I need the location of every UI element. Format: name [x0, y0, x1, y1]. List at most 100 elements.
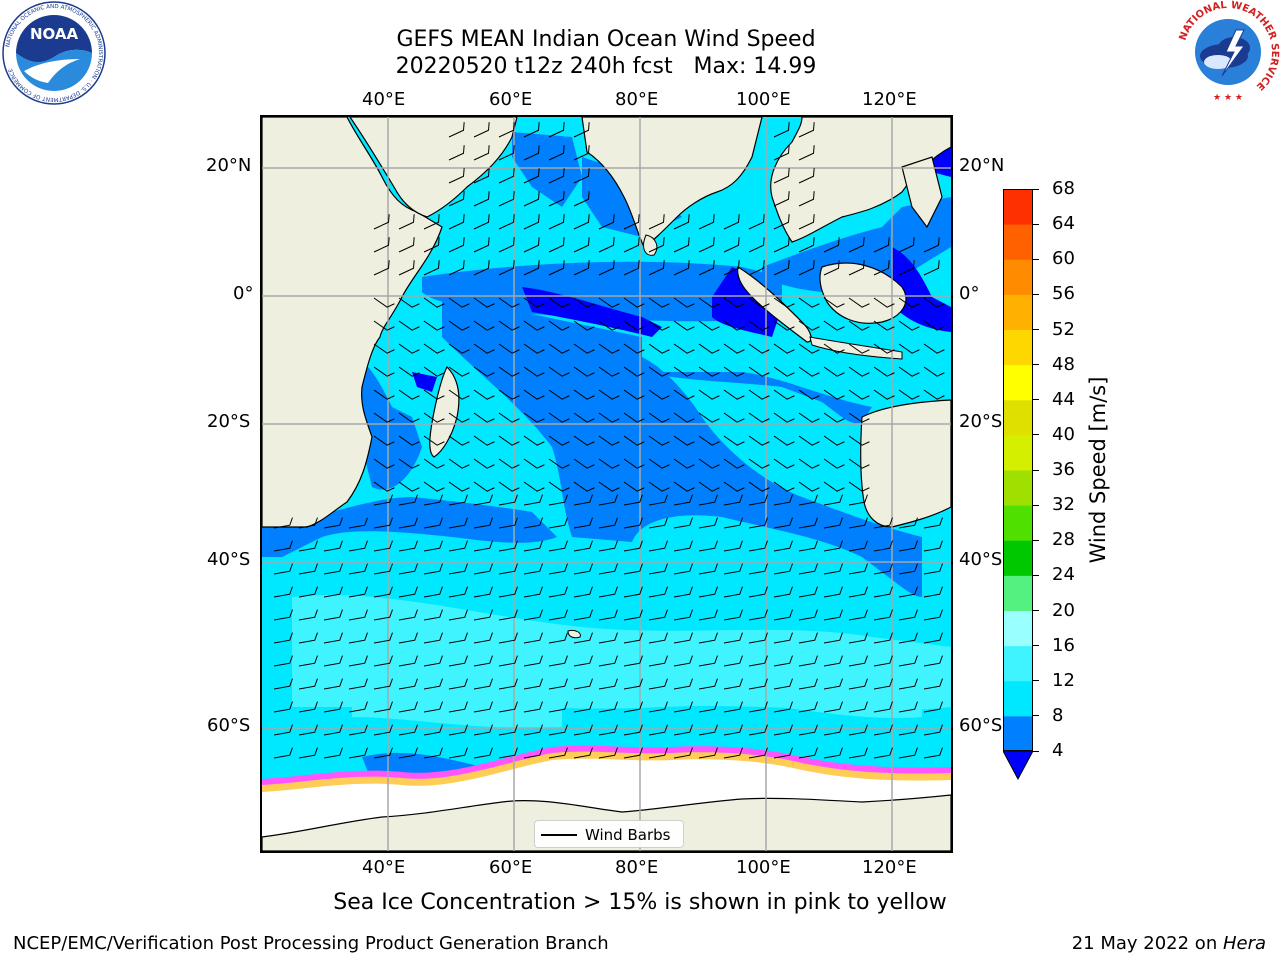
wind-barb: [473, 343, 495, 354]
wind-barb: [648, 540, 668, 552]
wind-barb: [273, 540, 293, 552]
colorbar-tick-mark: [1033, 680, 1039, 682]
wind-barb: [598, 366, 620, 377]
wind-barb: [823, 435, 845, 446]
wind-barb: [573, 481, 595, 492]
wind-barb: [923, 632, 943, 644]
wind-barb: [623, 563, 643, 575]
wind-barb: [498, 435, 520, 446]
wind-barb: [373, 609, 393, 621]
wind-barb: [448, 435, 470, 446]
wind-barb: [573, 343, 595, 354]
colorbar-extend-arrow: [1002, 750, 1034, 781]
wind-barb: [473, 214, 490, 230]
wind-barb: [548, 343, 570, 354]
wind-barb: [373, 494, 393, 506]
wind-barb: [748, 563, 768, 575]
wind-barb: [598, 747, 618, 759]
wind-barb: [573, 214, 590, 230]
wind-barb: [548, 237, 565, 253]
wind-barb: [573, 168, 590, 184]
wind-barb: [498, 145, 515, 161]
wind-barb: [323, 517, 343, 529]
wind-barb: [848, 343, 870, 354]
wind-barb: [523, 191, 540, 207]
wind-barb: [398, 260, 415, 276]
lon-label-top: 100°E: [736, 89, 791, 110]
wind-barb: [423, 655, 443, 667]
colorbar-swatch: [1003, 189, 1033, 225]
wind-barb: [873, 747, 893, 759]
wind-barb: [673, 214, 690, 230]
wind-barb: [798, 563, 818, 575]
wind-barb: [498, 747, 518, 759]
wind-barb: [623, 435, 645, 446]
wind-barb: [773, 678, 793, 690]
wind-barb: [523, 237, 540, 253]
lon-label-bottom: 100°E: [736, 857, 791, 878]
map-panel: Wind Barbs: [260, 115, 953, 853]
wind-barb: [698, 214, 715, 230]
wind-barb: [273, 655, 293, 667]
wind-barb: [823, 747, 843, 759]
wind-barb: [473, 366, 495, 377]
wind-barb: [923, 609, 943, 621]
wind-barb: [298, 609, 318, 621]
wind-barb: [373, 366, 395, 377]
wind-barb: [498, 494, 518, 506]
wind-barb: [523, 343, 545, 354]
colorbar-tick-mark: [1033, 610, 1039, 611]
wind-barb: [498, 678, 518, 690]
wind-barb: [773, 297, 795, 308]
wind-barb: [623, 320, 645, 331]
wind-barb: [623, 678, 643, 690]
colorbar-swatch: [1003, 259, 1033, 295]
wind-barb: [573, 366, 595, 377]
wind-barb: [898, 260, 915, 276]
wind-barb: [748, 260, 765, 276]
wind-barb: [873, 517, 893, 529]
wind-barb: [848, 297, 870, 308]
wind-barb: [598, 320, 620, 331]
wind-barb: [673, 632, 693, 644]
wind-barb: [823, 609, 843, 621]
wind-barb: [473, 191, 490, 207]
wind-barb: [398, 214, 415, 230]
wind-barb: [373, 260, 390, 276]
chart-subtitle: 20220520 t12z 240h fcst Max: 14.99: [395, 54, 817, 79]
wind-barb: [598, 701, 618, 713]
wind-barb: [498, 517, 518, 529]
wind-barb: [398, 481, 420, 492]
wind-barb: [623, 237, 640, 253]
wind-barb: [323, 586, 343, 598]
wind-barb: [648, 435, 670, 446]
wind-barb: [623, 586, 643, 598]
wind-barb: [723, 237, 740, 253]
wind-barb: [673, 724, 693, 736]
wind-barb: [823, 494, 843, 506]
wind-barb: [548, 389, 570, 400]
wind-barb: [923, 678, 943, 690]
wind-barb: [448, 747, 468, 759]
wind-barb: [698, 609, 718, 621]
wind-barb: [498, 481, 520, 492]
wind-barb: [723, 320, 745, 331]
colorbar-tick-label: 48: [1052, 353, 1075, 375]
wind-barb: [773, 412, 795, 423]
wind-barb: [698, 517, 718, 529]
colorbar-tick-mark: [1033, 574, 1039, 576]
wind-barb: [373, 586, 393, 598]
colorbar-tick-mark: [1033, 188, 1039, 190]
colorbar-swatches: [1002, 189, 1034, 781]
wind-barb: [873, 701, 893, 713]
colorbar-tick-label: 8: [1052, 704, 1064, 726]
wind-barb: [523, 609, 543, 621]
wind-barb: [348, 724, 368, 736]
wind-barb: [273, 632, 293, 644]
wind-barb: [573, 145, 590, 161]
wind-barb: [798, 191, 815, 207]
wind-barb: [298, 655, 318, 667]
wind-barb: [673, 678, 693, 690]
wind-barb: [423, 586, 443, 598]
land-philippines: [901, 156, 943, 229]
